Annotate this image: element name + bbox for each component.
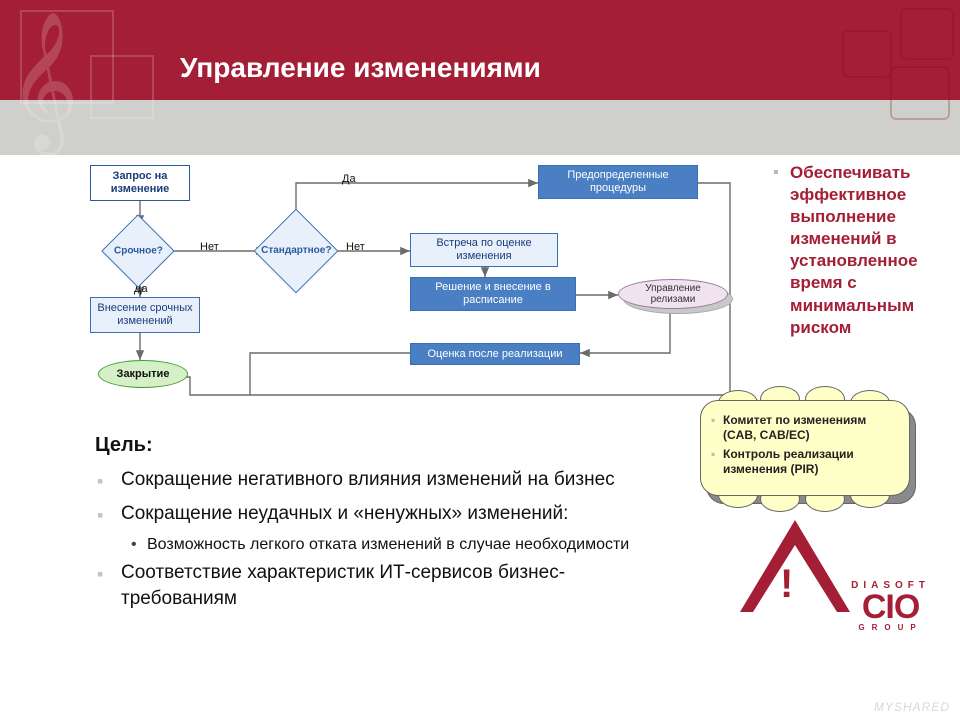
sidebar-summary: Обеспечивать эффективное выполнение изме… xyxy=(790,162,945,339)
flowchart: ДаНетДаНетЗапрос на изменениеСрочное?Вне… xyxy=(90,165,760,415)
goal-item: Сокращение неудачных и «ненужных» измене… xyxy=(95,501,675,527)
warning-triangle-inner xyxy=(753,545,837,612)
node-release: Управление релизами xyxy=(618,279,728,309)
logo-bot: GROUP xyxy=(851,623,930,632)
edge-label: Да xyxy=(342,173,356,185)
edge-label: Нет xyxy=(346,241,365,253)
node-rfc: Запрос на изменение xyxy=(90,165,190,201)
node-meet: Встреча по оценке изменения xyxy=(410,233,558,267)
decor-square xyxy=(90,55,154,119)
logo: DIASOFT CIO GROUP xyxy=(851,580,930,632)
goal-item: Возможность легкого отката изменений в с… xyxy=(95,534,675,556)
goals-list: Сокращение негативного влияния изменений… xyxy=(95,467,675,611)
edge-label: Нет xyxy=(200,241,219,253)
node-sched: Решение и внесение в расписание xyxy=(410,277,576,311)
cloud-item: Комитет по изменениям (CAB, CAB/EC) xyxy=(711,413,899,443)
cloud-callout: Комитет по изменениям (CAB, CAB/EC) Контр… xyxy=(700,400,915,504)
node-close: Закрытие xyxy=(98,360,188,388)
logo-mid: CIO xyxy=(851,591,930,623)
watermark: MYSHARED xyxy=(874,700,950,714)
decor-right xyxy=(840,0,960,155)
cloud-item: Контроль реализации изменения (PIR) xyxy=(711,447,899,477)
goals-heading: Цель: xyxy=(95,432,675,459)
slide: 𝄞 Управление изменениями ДаНетДаНетЗапро… xyxy=(0,0,960,720)
goals-block: Цель: Сокращение негативного влияния изм… xyxy=(95,432,675,619)
slide-title: Управление изменениями xyxy=(180,52,541,84)
goal-item: Соответствие характеристик ИТ-сервисов б… xyxy=(95,560,675,611)
node-urgchg: Внесение срочных изменений xyxy=(90,297,200,333)
node-review: Оценка после реализации xyxy=(410,343,580,365)
goal-item: Сокращение негативного влияния изменений… xyxy=(95,467,675,493)
warning-bang: ! xyxy=(780,562,793,607)
node-predef: Предопределенные процедуры xyxy=(538,165,698,199)
bullet-icon: ▪ xyxy=(773,164,779,182)
